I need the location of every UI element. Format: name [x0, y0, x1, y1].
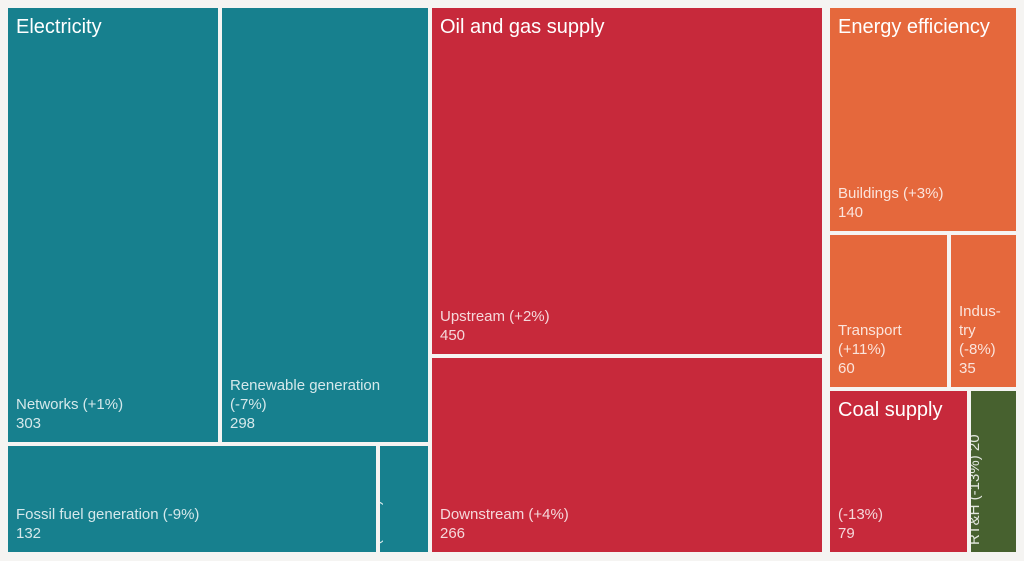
renewable-label-block: Renewable generation (-7%) 298: [222, 376, 428, 442]
treemap-cell-networks[interactable]: Electricity Networks (+1%) 303: [8, 8, 218, 442]
buildings-label-block: Buildings (+3%) 140: [830, 184, 1016, 231]
coal-label: (-13%): [838, 505, 884, 523]
treemap-cell-rth[interactable]: RT&H (-13%) 20: [971, 391, 1016, 552]
treemap-cell-transport[interactable]: Transport (+11%) 60: [830, 235, 947, 387]
group-title-oil-and-gas-supply: Oil and gas supply: [440, 16, 605, 38]
upstream-label-block: Upstream (+2%) 450: [432, 307, 822, 354]
treemap-cell-industry[interactable]: Indus­try (-8%) 35: [951, 235, 1016, 387]
fossil-label-block: Fossil fuel generation (-9%) 132: [8, 505, 376, 552]
rth-label-vertical: RT&H (-13%) 20: [971, 434, 983, 545]
treemap-cell-coal-supply[interactable]: Coal supply (-13%) 79: [830, 391, 967, 552]
fossil-label: Fossil fuel generation (-9%): [16, 505, 200, 523]
group-title-coal-supply: Coal supply: [838, 399, 943, 421]
treemap-cell-renewable-generation[interactable]: Renewable generation (-7%) 298: [222, 8, 428, 442]
downstream-label-block: Downstream (+4%) 266: [432, 505, 822, 552]
treemap-cell-upstream[interactable]: Oil and gas supply Upstream (+2%) 450: [432, 8, 822, 354]
transport-label: Transport (+11%): [838, 321, 902, 358]
transport-label-block: Transport (+11%) 60: [830, 321, 947, 387]
networks-value: 303: [16, 414, 42, 432]
industry-value: 35: [959, 359, 976, 377]
treemap-cell-buildings[interactable]: Energy efficiency Buildings (+3%) 140: [830, 8, 1016, 231]
renewable-value: 298: [230, 414, 256, 432]
industry-label-block: Indus­try (-8%) 35: [951, 302, 1016, 387]
renewable-label: Renewable generation (-7%): [230, 376, 381, 413]
downstream-label: Downstream (+4%): [440, 505, 569, 523]
group-title-electricity: Electricity: [16, 16, 102, 38]
networks-label: Networks (+1%): [16, 395, 124, 413]
coal-value: 79: [838, 524, 855, 542]
coal-label-block: (-13%) 79: [830, 505, 967, 552]
upstream-value: 450: [440, 326, 466, 344]
downstream-value: 266: [440, 524, 466, 542]
group-title-energy-efficiency: Energy efficiency: [838, 16, 990, 38]
treemap-cell-nuclear[interactable]: Nuclear (-44%) 17: [380, 446, 428, 552]
buildings-value: 140: [838, 203, 864, 221]
industry-label: Indus­try (-8%): [959, 302, 1001, 358]
treemap-cell-fossil-fuel-generation[interactable]: Fossil fuel generation (-9%) 132: [8, 446, 376, 552]
fossil-value: 132: [16, 524, 42, 542]
nuclear-label-vertical: Nuclear (-44%) 17: [380, 479, 384, 545]
buildings-label: Buildings (+3%): [838, 184, 944, 202]
treemap-cell-downstream[interactable]: Downstream (+4%) 266: [432, 358, 822, 552]
transport-value: 60: [838, 359, 855, 377]
upstream-label: Upstream (+2%): [440, 307, 550, 325]
networks-label-block: Networks (+1%) 303: [8, 395, 218, 442]
